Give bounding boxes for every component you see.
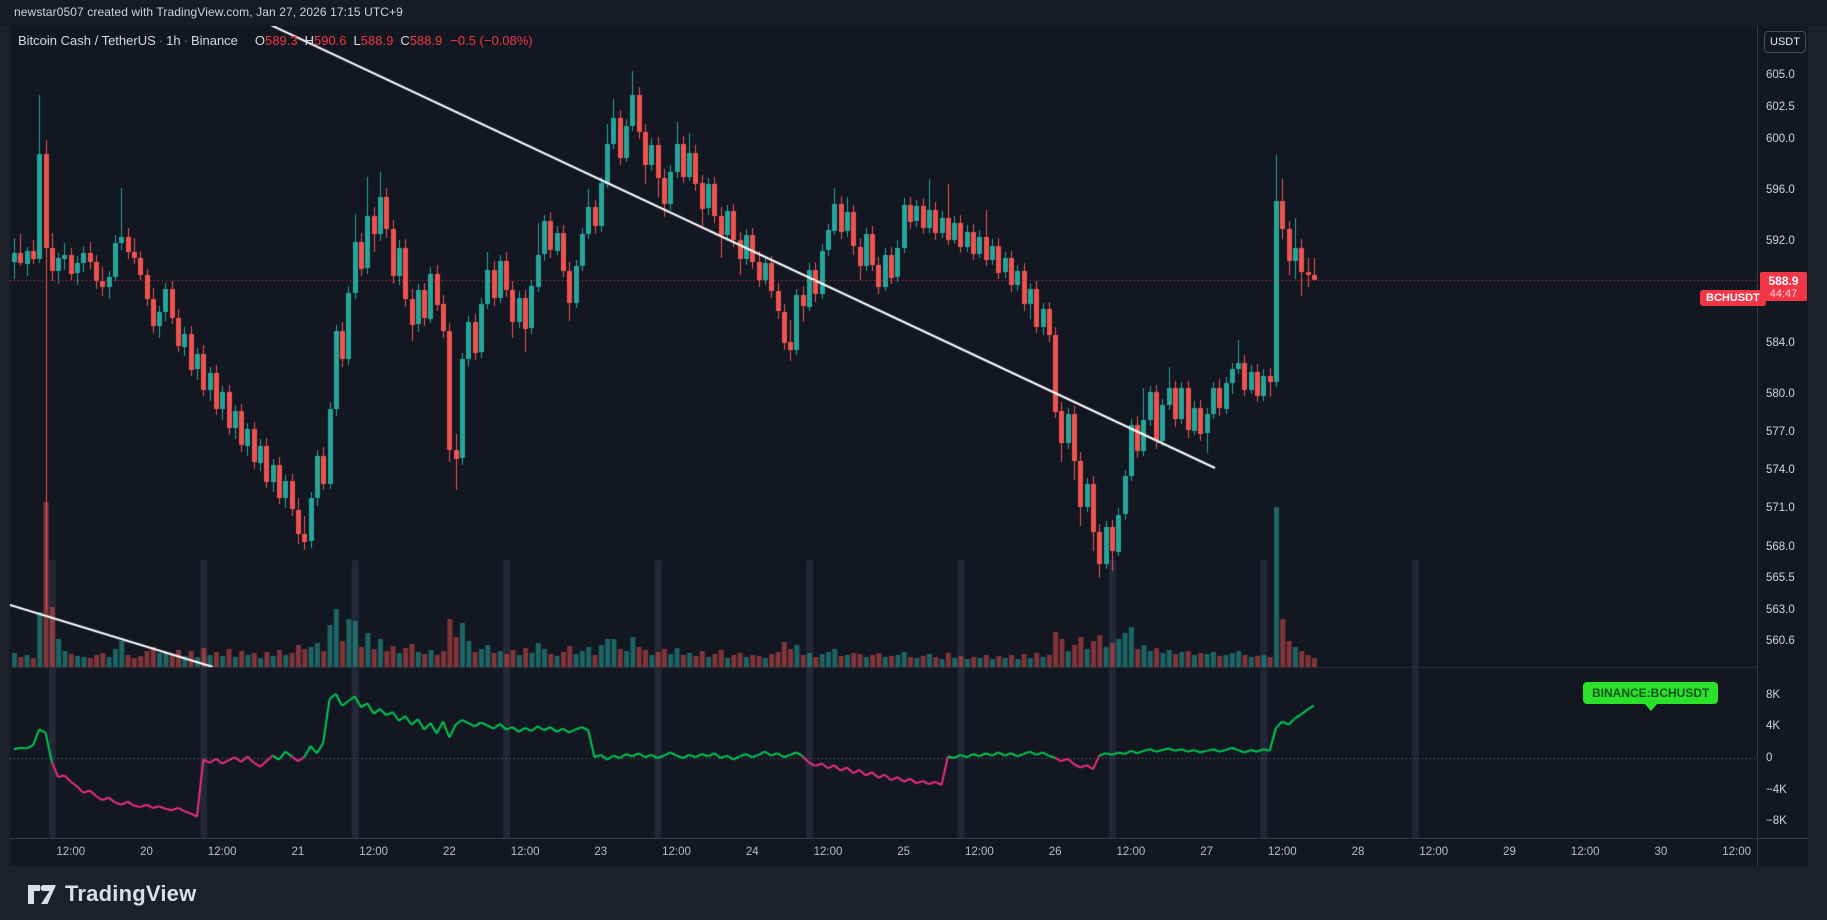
- time-tick-label: 12:00: [662, 846, 691, 858]
- footer-bar: TradingView: [0, 866, 1827, 920]
- last-price-value: 588.9: [1768, 274, 1799, 288]
- indicator-tick-label: 8K: [1766, 688, 1781, 701]
- attribution-bar: newstar0507 created with TradingView.com…: [0, 0, 1827, 26]
- indicator-tick-label: 4K: [1766, 720, 1781, 733]
- time-tick-label: 26: [1048, 846, 1062, 858]
- time-tick-label: 12:00: [56, 846, 86, 858]
- tradingview-logo-icon: [28, 884, 56, 904]
- indicator-tick-label: 0: [1766, 752, 1773, 764]
- price-tick-label: 574.0: [1766, 464, 1795, 476]
- time-tick-label: 12:00: [207, 846, 237, 858]
- price-tick-label: 596.0: [1766, 183, 1795, 196]
- time-tick-label: 12:00: [965, 846, 994, 858]
- tradingview-logo: TradingView: [27, 881, 196, 907]
- indicator-source-label: BINANCE:BCHUSDT: [1583, 682, 1719, 704]
- price-tick-label: 568.0: [1766, 540, 1795, 553]
- price-tick-label: 577.0: [1766, 425, 1795, 438]
- time-tick-label: 12:00: [510, 846, 540, 858]
- time-tick-label: 12:00: [1419, 846, 1449, 858]
- price-tick-label: 571.0: [1766, 502, 1795, 515]
- interval-label: 1h: [166, 33, 181, 48]
- time-axis[interactable]: 12:00 20 12:00 21 12:00 22 12:00 23 12:00 24 12:00…: [10, 838, 1757, 867]
- symbol-title: Bitcoin Cash / TetherUS: [18, 33, 156, 48]
- price-line-symbol-badge: BCHUSDT: [1700, 290, 1766, 306]
- low-value: 588.9: [360, 33, 394, 48]
- indicator-tick-label: −4K: [1766, 783, 1787, 796]
- currency-toggle-button[interactable]: USDT: [1764, 31, 1806, 53]
- low-label: L: [353, 33, 361, 48]
- time-tick-label: 12:00: [1267, 846, 1297, 858]
- open-value: 589.3: [265, 33, 298, 48]
- time-tick-label: 28: [1351, 846, 1365, 858]
- high-label: H: [304, 33, 314, 48]
- change-value: −0.5 (−0.08%): [450, 33, 533, 48]
- exchange-label: Binance: [190, 33, 238, 48]
- price-tick-label: 600.0: [1766, 132, 1795, 145]
- chart-plot-area[interactable]: Bitcoin Cash / TetherUS · 1h · Binance O589.3…: [10, 26, 1766, 838]
- time-tick-label: 21: [291, 846, 305, 858]
- time-tick-label: 12:00: [1722, 846, 1751, 858]
- time-tick-label: 23: [594, 846, 608, 858]
- price-tick-label: 602.5: [1766, 100, 1795, 113]
- close-label: C: [400, 33, 410, 48]
- time-tick-label: 12:00: [1116, 846, 1146, 858]
- attribution-text: newstar0507 created with TradingView.com…: [14, 5, 403, 19]
- legend-separator: ·: [158, 33, 164, 48]
- price-tick-label: 563.0: [1766, 604, 1795, 617]
- time-tick-label: 24: [745, 846, 759, 858]
- price-axis[interactable]: USDT 588.9 44:47 605.0 602.5 600.0 596.0 592…: [1757, 26, 1809, 838]
- time-tick-label: 12:00: [813, 846, 843, 858]
- close-value: 588.9: [409, 33, 443, 48]
- axis-corner: [1757, 838, 1809, 867]
- candlestick-chart-canvas[interactable]: [10, 26, 1757, 838]
- price-tick-label: 592.0: [1766, 234, 1795, 247]
- legend-separator: ·: [183, 33, 188, 48]
- time-tick-label: 20: [140, 846, 153, 858]
- time-tick-label: 27: [1200, 846, 1213, 858]
- price-tick-label: 560.6: [1766, 634, 1795, 647]
- price-tick-label: 584.0: [1766, 336, 1795, 349]
- time-tick-label: 22: [442, 846, 456, 858]
- tradingview-wordmark: TradingView: [65, 881, 197, 906]
- time-tick-label: 12:00: [1570, 846, 1600, 858]
- chart-frame: Bitcoin Cash / TetherUS · 1h · Binance O589.3…: [10, 26, 1809, 867]
- indicator-tick-label: −8K: [1766, 815, 1787, 828]
- price-tick-label: 580.0: [1766, 387, 1795, 400]
- symbol-legend[interactable]: Bitcoin Cash / TetherUS · 1h · Binance O589.3…: [18, 33, 533, 48]
- open-label: O: [254, 33, 266, 48]
- bar-countdown: 44:47: [1769, 288, 1798, 300]
- price-tick-label: 565.5: [1766, 572, 1795, 585]
- time-tick-label: 30: [1654, 846, 1668, 858]
- time-tick-label: 12:00: [359, 846, 389, 858]
- high-value: 590.6: [313, 33, 347, 48]
- ohlc-readout: O589.3 H590.6 L588.9 C588.9 −0.5 (−0.08%): [248, 33, 533, 48]
- time-tick-label: 29: [1503, 846, 1516, 858]
- last-price-axis-label: 588.9 44:47: [1760, 272, 1807, 301]
- time-tick-label: 25: [897, 846, 911, 858]
- tooltip-arrow-icon: [1643, 703, 1658, 711]
- price-tick-label: 605.0: [1766, 68, 1795, 81]
- indicator-source-tooltip[interactable]: BINANCE:BCHUSDT: [1583, 682, 1719, 711]
